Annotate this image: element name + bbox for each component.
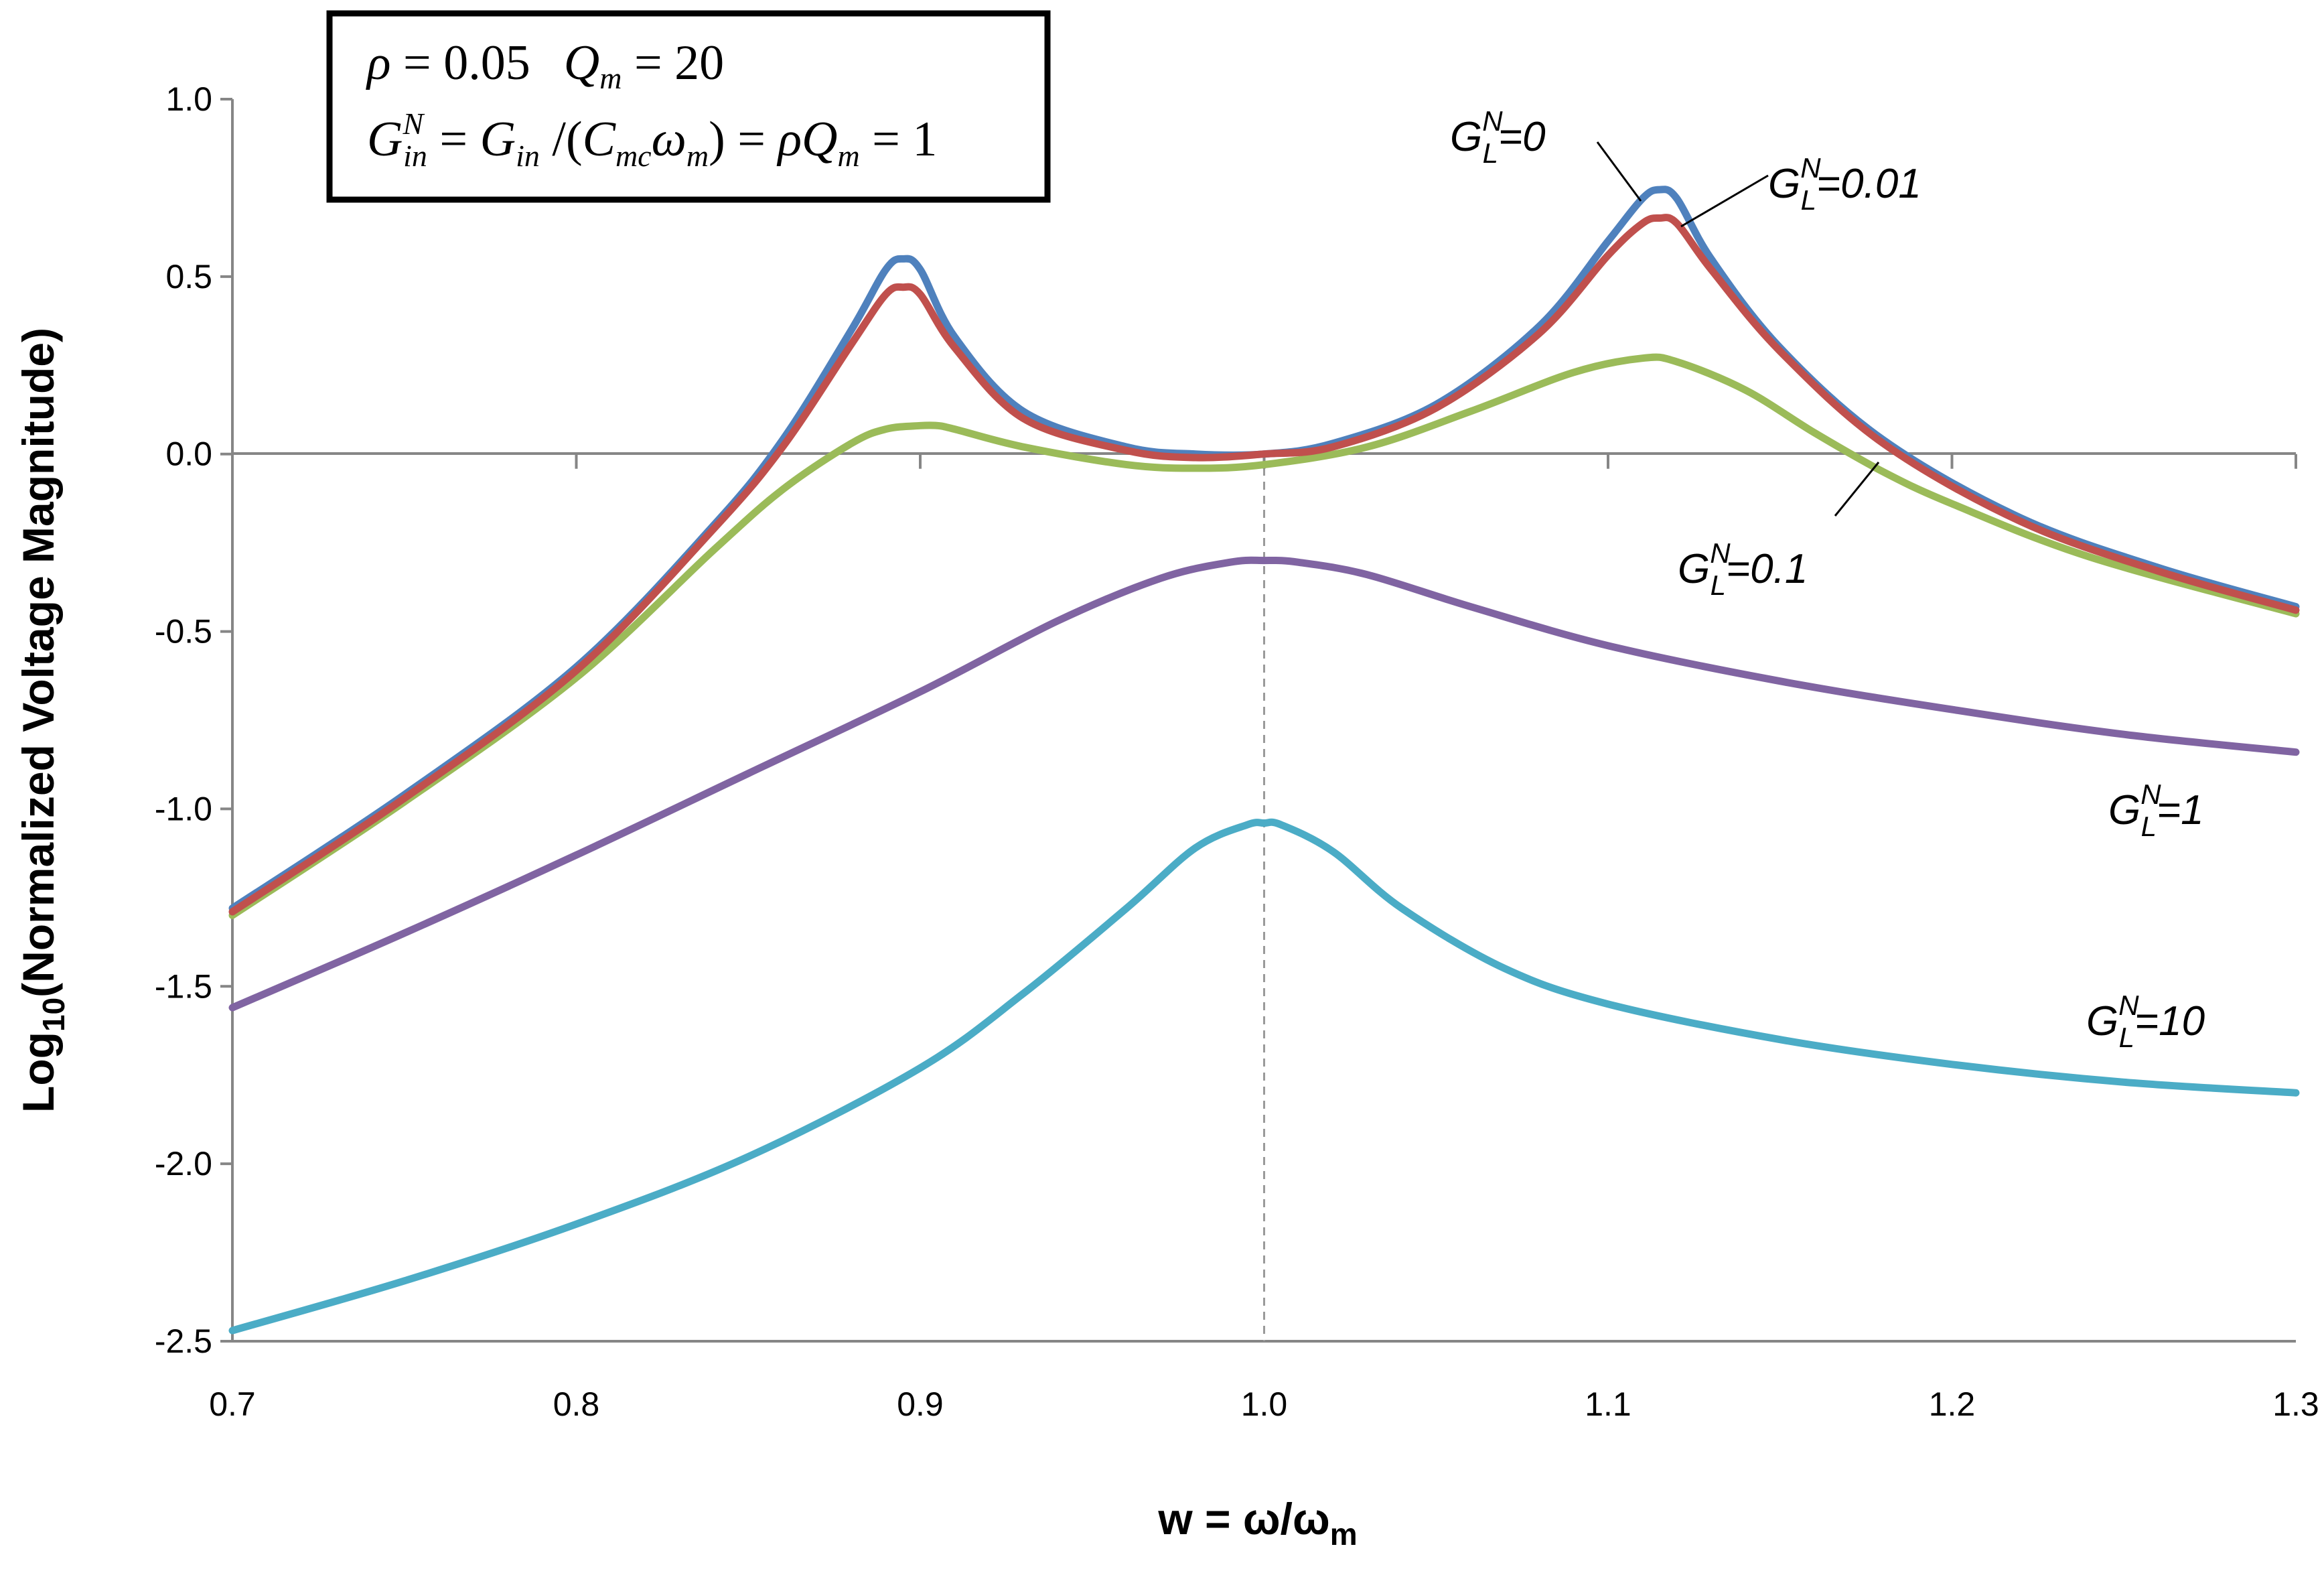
label-g0: GN L=0 [1450,105,1546,169]
y-tick-label: -1.0 [155,790,212,827]
y-tick-label: -1.5 [155,967,212,1005]
y-tick-label: 1.0 [165,80,212,118]
curve-annotations: GN L=0 GN L=0.01 GN L=0.1 GN L=1 GN L=10 [1450,105,2205,1053]
y-tick-label: -2.0 [155,1145,212,1182]
label-g1: GN L=1 [2108,778,2204,842]
x-tick-label: 1.0 [1241,1385,1288,1423]
series-layer [228,186,2300,1335]
y-tick-labels: 1.0 0.5 0.0 -0.5 -1.0 -1.5 -2.0 -2.5 [155,80,212,1360]
axes [220,98,2297,1343]
x-tick-label: 1.3 [2272,1385,2319,1423]
parameter-box: ρ = 0.05 Qm = 20 GN in = Gin /(Cmcωm) = ρQ… [326,10,1051,203]
x-axis-title: w = ω/ωm [1157,1494,1357,1552]
leader-line-g001 [1680,174,1769,228]
parameter-line-2: GN in = Gin /(Cmcωm) = ρQm = 1 [367,107,937,173]
y-axis-title: Log10(Normalized Voltage Magnitude) [13,328,71,1113]
leader-line-g0 [1596,141,1642,202]
x-tick-label: 0.7 [209,1385,256,1423]
parameter-box-frame [326,10,1051,203]
x-tick-label: 0.8 [553,1385,600,1423]
y-tick-label: -2.5 [155,1322,212,1360]
x-tick-label: 1.1 [1585,1385,1631,1423]
x-axis-title-sub: m [1330,1517,1358,1552]
y-tick-label: 0.0 [165,435,212,473]
x-tick-labels: 0.7 0.8 0.9 1.0 1.1 1.2 1.3 [209,1385,2319,1423]
series-line-g1 [228,556,2300,1012]
parameter-line-1: ρ = 0.05 Qm = 20 [366,36,724,95]
x-tick-label: 1.2 [1929,1385,1976,1423]
x-tick-label: 0.9 [897,1385,944,1423]
y-ticks [220,98,232,1343]
label-g001: GN L=0.01 [1768,152,1921,216]
series-line-g001 [228,214,2300,916]
label-g10: GN L=10 [2086,990,2205,1053]
y-tick-label: 0.5 [165,258,212,295]
series-line-g10 [228,818,2300,1335]
y-tick-label: -0.5 [155,613,212,651]
label-g01: GN L=0.1 [1678,537,1808,601]
series-line-g01 [228,353,2300,919]
leader-line-g01 [1834,462,1880,517]
y-axis-title-sub: 10 [36,998,71,1032]
